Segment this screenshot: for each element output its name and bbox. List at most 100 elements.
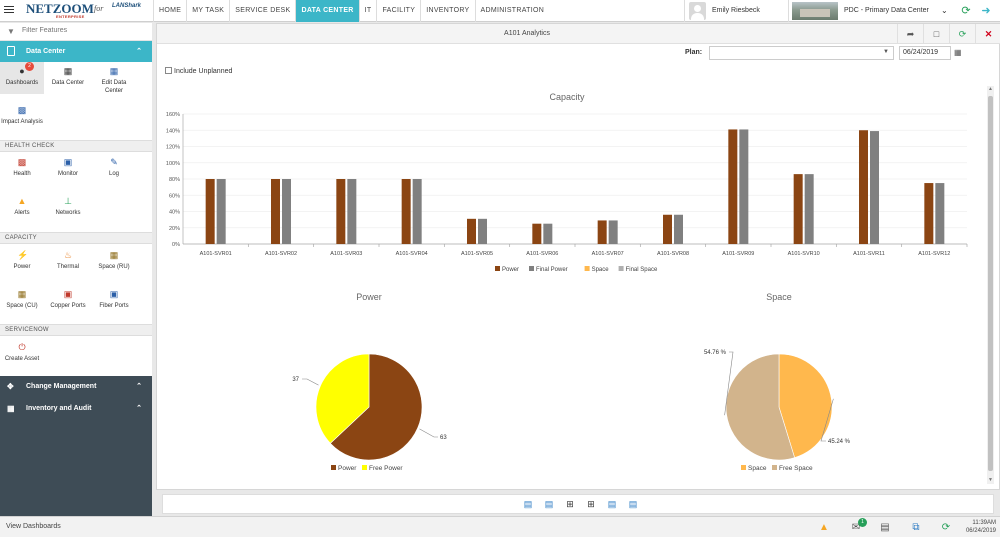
tile-label: Alerts xyxy=(14,210,30,216)
tile-label: Create Asset xyxy=(4,356,40,362)
nav-tab-it[interactable]: IT xyxy=(358,0,377,22)
chevron-down-icon[interactable]: ⌄ xyxy=(941,6,948,15)
tile-thermal[interactable]: ♨ Thermal xyxy=(46,250,90,271)
tile-monitor[interactable]: ▣ Monitor xyxy=(46,157,90,178)
dropdown-arrow-icon: ▼ xyxy=(883,49,889,55)
legend-swatch xyxy=(331,465,336,470)
log-icon: ✎ xyxy=(110,157,118,167)
date-field[interactable]: 06/24/2019 xyxy=(899,46,951,60)
image-icon[interactable]: ▤ xyxy=(523,499,533,509)
bar-final-power xyxy=(282,179,291,244)
avatar xyxy=(689,2,706,20)
sync-icon[interactable]: ⟳ xyxy=(961,5,971,17)
tile-data-center[interactable]: ▦ Data Center xyxy=(46,66,90,87)
monitor-icon: ▣ xyxy=(63,157,73,167)
scroll-up-icon[interactable]: ▲ xyxy=(988,86,993,92)
nav-tab-service-desk[interactable]: SERVICE DESK xyxy=(229,0,295,22)
bar-final-power xyxy=(608,220,618,244)
tile-power[interactable]: ⚡ Power xyxy=(0,250,44,271)
bar-power xyxy=(401,179,411,244)
y-tick-label: 140% xyxy=(166,128,180,134)
change-management-icon: ✥ xyxy=(7,382,14,391)
section-label: Data Center xyxy=(26,48,66,55)
chevron-up-icon: ⌃ xyxy=(136,48,142,55)
legend-swatch xyxy=(618,266,624,271)
sidebar-item-label: Inventory and Audit xyxy=(26,405,92,412)
tile-networks[interactable]: ⊥ Networks xyxy=(46,196,90,217)
include-unplanned-checkbox[interactable] xyxy=(165,67,172,74)
bell-icon[interactable]: ▲ xyxy=(819,522,829,533)
bar-final-power xyxy=(674,214,683,244)
pie-data-label: 37 xyxy=(292,377,299,383)
vertical-scrollbar[interactable]: ▲ ▼ xyxy=(987,86,994,484)
section-data-center[interactable]: Data Center ⌃ xyxy=(0,41,152,62)
tile-health[interactable]: ▩ Health xyxy=(0,157,44,178)
tile-fiber-ports[interactable]: ▣ Fiber Ports xyxy=(92,289,136,310)
y-tick-label: 120% xyxy=(166,145,180,151)
pie-slice-space xyxy=(778,353,833,459)
tile-label: Monitor xyxy=(57,171,78,177)
messages-icon[interactable]: ✉ 1 xyxy=(849,518,867,534)
legend-swatch xyxy=(495,266,500,271)
image-icon[interactable]: ▤ xyxy=(607,499,617,509)
flame-icon: ♨ xyxy=(63,250,73,260)
sync-icon[interactable]: ⟳ xyxy=(941,522,951,533)
hamburger-menu-icon[interactable] xyxy=(4,6,14,16)
plan-select[interactable]: ▼ xyxy=(709,46,894,60)
nav-tab-administration[interactable]: ADMINISTRATION xyxy=(474,0,550,22)
close-icon[interactable]: ✕ xyxy=(975,24,1000,44)
pie-slice-power xyxy=(329,353,423,461)
nav-tab-facility[interactable]: FACILITY xyxy=(376,0,420,22)
share-icon[interactable]: ➦ xyxy=(897,24,923,44)
clock: 11:39AM 06/24/2019 xyxy=(962,519,996,535)
tile-dashboards[interactable]: ● 2 Dashboards xyxy=(0,62,44,94)
windows-icon[interactable]: ⧉ xyxy=(912,522,920,533)
sidebar-item-change-management[interactable]: ✥ Change Management ⌃ xyxy=(0,376,152,397)
filter-input[interactable] xyxy=(22,27,142,34)
tile-space-cu[interactable]: ▦ Space (CU) xyxy=(0,289,44,310)
document-icon[interactable]: ▤ xyxy=(880,522,890,533)
calendar-icon[interactable]: ▦ xyxy=(954,48,962,57)
exit-icon[interactable]: ➜ xyxy=(981,5,991,17)
nav-tab-data-center[interactable]: DATA CENTER xyxy=(295,0,359,22)
refresh-icon[interactable]: ⟳ xyxy=(949,24,975,44)
chart-title-power: Power xyxy=(356,292,382,302)
legend-swatch xyxy=(529,266,534,271)
grid-icon[interactable]: ⊞ xyxy=(587,499,595,509)
document-icon[interactable]: □ xyxy=(923,24,949,44)
nav-tab-my-task[interactable]: MY TASK xyxy=(186,0,229,22)
tile-copper-ports[interactable]: ▣ Copper Ports xyxy=(46,289,90,310)
tile-edit-data-center[interactable]: ▦ Edit Data Center xyxy=(92,66,136,95)
status-bar: View Dashboards ▲ ✉ 1 ▤ ⧉ ⟳ 11:39AM 06/24… xyxy=(0,516,1000,537)
image-icon[interactable]: ▤ xyxy=(628,499,638,509)
x-tick-label: A101-SVR08 xyxy=(657,251,689,257)
scroll-down-icon[interactable]: ▼ xyxy=(988,477,993,483)
nav-tab-inventory[interactable]: INVENTORY xyxy=(420,0,474,22)
building-icon: ▦ xyxy=(63,66,73,76)
user-menu[interactable]: Emily Riesbeck xyxy=(684,0,784,22)
data-center-selector[interactable]: PDC - Primary Data Center ⌄ xyxy=(788,0,956,22)
tile-impact-analysis[interactable]: ▩ Impact Analysis xyxy=(0,105,44,126)
include-unplanned[interactable]: Include Unplanned xyxy=(165,67,232,75)
chevron-up-icon: ⌃ xyxy=(136,405,142,412)
legend-label-final-space: Final Space xyxy=(626,267,658,273)
pie-slice-free-space xyxy=(725,353,795,461)
x-tick-label: A101-SVR03 xyxy=(330,251,362,257)
plan-label: Plan: xyxy=(685,49,703,56)
tile-space-ru[interactable]: ▦ Space (RU) xyxy=(92,250,136,271)
tile-create-asset[interactable]: ⏻ Create Asset xyxy=(0,342,44,363)
group-health-check: HEALTH CHECK xyxy=(0,140,152,152)
grid-icon[interactable]: ⊞ xyxy=(566,499,574,509)
image-icon[interactable]: ▤ xyxy=(544,499,554,509)
sidebar-item-inventory-audit[interactable]: ▦ Inventory and Audit ⌃ xyxy=(0,398,152,419)
tile-log[interactable]: ✎ Log xyxy=(92,157,136,178)
tile-label: Dashboards xyxy=(5,80,39,86)
tile-label: Fiber Ports xyxy=(99,303,129,309)
tile-alerts[interactable]: ▲ Alerts xyxy=(0,196,44,217)
notification-badge: 1 xyxy=(858,518,867,527)
sidebar-item-label: Change Management xyxy=(26,383,97,390)
nav-tab-home[interactable]: HOME xyxy=(153,0,186,22)
top-navigation-bar: NETZOOM ENTERPRISE for LANShark HOME MY T… xyxy=(0,0,1000,22)
scroll-thumb[interactable] xyxy=(988,96,993,471)
bar-power xyxy=(728,129,738,244)
